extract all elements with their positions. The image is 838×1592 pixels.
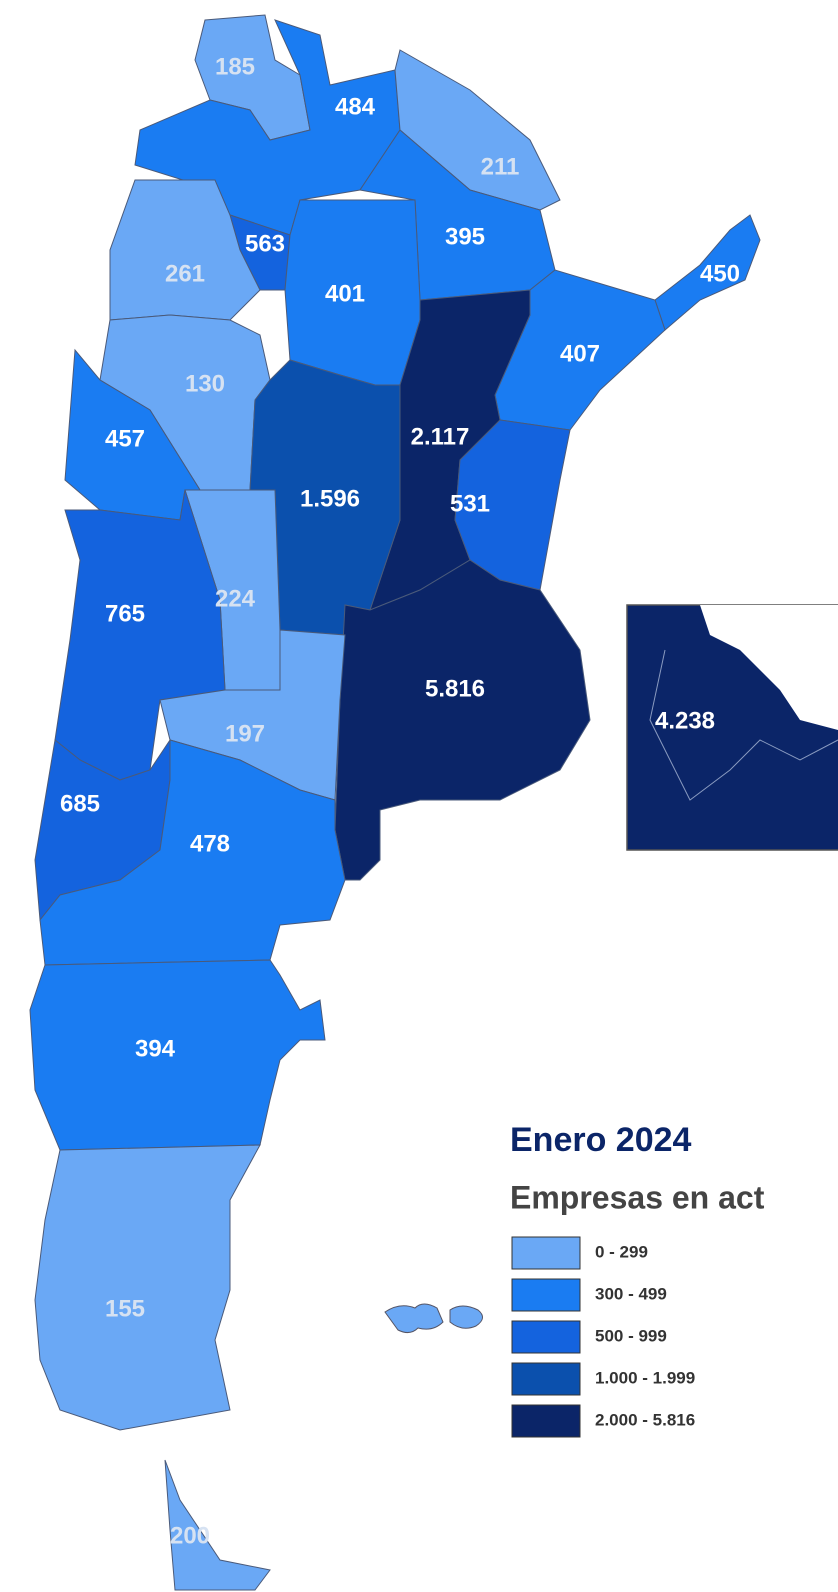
- province: [54, 489, 226, 781]
- province-label: 531: [450, 490, 490, 517]
- inset: 4.238: [626, 604, 838, 851]
- province: [34, 1144, 261, 1431]
- province: [109, 179, 261, 321]
- province-label: 155: [105, 1295, 145, 1322]
- province-label: 200: [170, 1522, 210, 1549]
- legend-label: 500 - 999: [595, 1326, 667, 1345]
- legend-swatch: [511, 1236, 581, 1270]
- province-label: 685: [60, 790, 100, 817]
- subtitle: Empresas en act: [510, 1179, 765, 1215]
- inset-outside: [627, 605, 838, 730]
- province-label: 130: [185, 370, 225, 397]
- legend-label: 2.000 - 5.816: [595, 1410, 695, 1429]
- title: Enero 2024: [510, 1121, 692, 1159]
- province-label: 407: [560, 340, 600, 367]
- province-label: 484: [335, 93, 376, 120]
- inset-border: [649, 649, 838, 801]
- province-label: 765: [105, 600, 145, 627]
- province-label: 394: [135, 1035, 176, 1062]
- province-label: 563: [245, 230, 285, 257]
- provinces: 185 484 211 395 563 261 401 450 407 130 2.117 457 1.…: [29, 14, 761, 1591]
- province: [164, 1459, 271, 1591]
- island: [449, 1305, 483, 1329]
- province-label: 1.596: [300, 485, 360, 512]
- province-label: 5.816: [425, 675, 485, 702]
- province-label: 450: [700, 260, 740, 287]
- province-label: 261: [165, 260, 205, 287]
- legend-swatch: [511, 1404, 581, 1438]
- province-label: 395: [445, 223, 485, 250]
- province-label: 2.117: [411, 423, 470, 450]
- legend-swatch: [511, 1278, 581, 1312]
- province: [29, 959, 326, 1151]
- province: [654, 214, 761, 331]
- province-label: 401: [325, 280, 365, 307]
- legend-label: 1.000 - 1.999: [595, 1368, 695, 1387]
- province-label: 224: [215, 585, 256, 612]
- province-label: 478: [190, 830, 230, 857]
- island: [384, 1303, 444, 1334]
- province-label: 185: [215, 53, 255, 80]
- province-label: 197: [225, 720, 265, 747]
- legend-swatch: [511, 1362, 581, 1396]
- province-label: 457: [105, 425, 145, 452]
- malvinas: [384, 1303, 483, 1334]
- legend: 0 - 299 300 - 499 500 - 999 1.000 - 1.999 2.…: [511, 1236, 695, 1438]
- province-label: 211: [481, 153, 520, 180]
- legend-label: 0 - 299: [595, 1242, 648, 1261]
- legend-label: 300 - 499: [595, 1284, 667, 1303]
- province: [39, 739, 346, 966]
- legend-swatch: [511, 1320, 581, 1354]
- inset-label: 4.238: [655, 707, 715, 734]
